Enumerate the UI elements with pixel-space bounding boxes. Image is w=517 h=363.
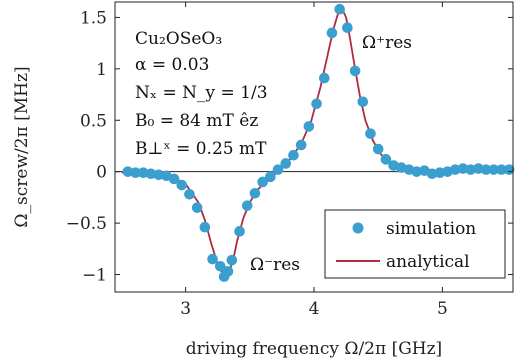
y-tick-label: 0.5 (80, 111, 107, 131)
annotation-material: Cu₂OSeO₃ (135, 29, 222, 49)
simulation-point (214, 260, 226, 272)
annotation-res-plus: Ω⁺res (362, 33, 412, 53)
simulation-point (288, 149, 299, 161)
simulation-point (380, 154, 392, 165)
simulation-point (311, 98, 322, 110)
legend: simulation analytical (324, 209, 506, 279)
annotation-demag: Nₓ = N_y = 1/3 (135, 83, 268, 103)
simulation-point (176, 179, 188, 191)
simulation-point (357, 96, 369, 108)
y-tick-label: 1 (96, 60, 107, 80)
simulation-point (488, 164, 500, 175)
simulation-point (257, 176, 268, 188)
simulation-point (342, 22, 353, 34)
y-tick-label: −0.5 (66, 214, 107, 234)
simulation-point (349, 65, 361, 77)
simulation-point (496, 164, 507, 175)
simulation-point (226, 254, 238, 266)
simulation-point (372, 143, 384, 155)
legend-marker-simulation (352, 222, 364, 234)
simulation-point (168, 173, 180, 185)
simulation-point (222, 266, 234, 277)
x-tick-label: 3 (180, 299, 191, 319)
x-tick-label: 5 (437, 299, 448, 319)
simulation-point (241, 200, 253, 211)
y-tick-label: 0 (96, 163, 107, 183)
x-axis-label: driving frequency Ω/2π [GHz] (186, 339, 442, 359)
simulation-point (326, 27, 338, 39)
simulation-point (503, 164, 515, 175)
tick-layer: 3 4 5 −1 −0.5 0 0.5 1 1.5 (66, 2, 513, 319)
legend-label-analytical: analytical (386, 252, 470, 272)
legend-box (324, 209, 506, 279)
simulation-point (122, 166, 134, 177)
simulation-point (199, 221, 211, 233)
simulation-point (137, 167, 149, 179)
simulation-point (130, 167, 141, 179)
simulation-point (426, 168, 438, 180)
simulation-point (184, 189, 195, 200)
simulation-point (303, 121, 315, 132)
simulation-point (295, 139, 307, 151)
x-tick-label: 4 (309, 299, 320, 319)
simulation-point (191, 202, 203, 213)
simulation-points-layer (122, 3, 515, 282)
annotation-res-minus: Ω⁻res (250, 255, 300, 275)
simulation-point (272, 164, 284, 175)
simulation-point (434, 167, 446, 179)
simulation-point (465, 164, 476, 175)
simulation-point (280, 158, 292, 169)
simulation-point (473, 163, 484, 174)
simulation-point (365, 128, 376, 139)
simulation-point (334, 3, 345, 15)
simulation-point (249, 187, 261, 199)
simulation-point (207, 253, 218, 265)
legend-label-simulation: simulation (386, 219, 476, 239)
simulation-point (480, 164, 492, 175)
y-tick-label: 1.5 (80, 8, 107, 28)
simulation-point (318, 72, 330, 84)
simulation-point (411, 166, 423, 177)
simulation-point (145, 168, 157, 180)
annotation-bperp: B⊥ˣ = 0.25 mT (135, 139, 267, 159)
simulation-point (449, 164, 461, 175)
simulation-point (265, 171, 276, 183)
y-axis-label: Ω_screw/2π [MHz] (12, 66, 32, 227)
simulation-point (457, 163, 469, 174)
simulation-point (153, 169, 164, 181)
simulation-point (234, 226, 245, 237)
y-tick-label: −1 (82, 266, 107, 286)
annotation-field: B₀ = 84 mT êz (135, 111, 258, 131)
annotation-alpha: α = 0.03 (135, 55, 209, 75)
